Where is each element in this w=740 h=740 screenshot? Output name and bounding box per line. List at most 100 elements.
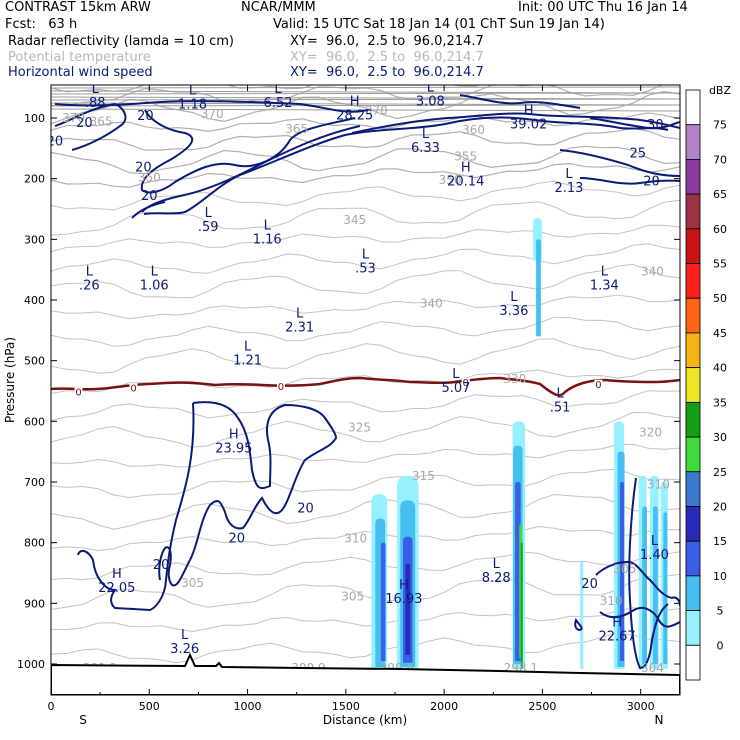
theta-label: 340 — [420, 296, 443, 310]
wind-jet-contour-20 — [459, 94, 581, 109]
x-tick-label: 1000 — [234, 700, 262, 713]
freezing-label-bg — [461, 377, 470, 387]
extremum-value: 39.02 — [510, 118, 547, 133]
freezing-level-label: 0 — [463, 378, 469, 389]
y-tick-label: 800 — [24, 537, 45, 550]
colorbar-tick-label: 55 — [713, 258, 727, 271]
theta-contour-line — [51, 316, 680, 347]
extremum-kind: L — [151, 264, 159, 279]
colorbar-tick-label: 45 — [713, 327, 727, 340]
end-label-north: N — [655, 713, 664, 727]
reflectivity-cell — [580, 560, 584, 669]
wind-speed-label: 25 — [629, 146, 646, 161]
end-label-south: S — [79, 713, 87, 727]
extremum-kind: L — [452, 367, 460, 382]
reflectivity-cell — [642, 506, 647, 664]
colorbar: 0 5 10 15 20 25 30 35 40 45 50 55 60 65 70 75 dBZ — [685, 84, 731, 681]
y-tick-label: 400 — [24, 294, 45, 307]
extremum-value: 1.40 — [640, 548, 669, 563]
colorbar-tick-label: 25 — [713, 466, 727, 479]
extremum-value: 20.14 — [447, 175, 484, 190]
theta-contour-line — [51, 390, 680, 421]
extremum-value: 3.36 — [499, 304, 528, 319]
extremum-value: 1.06 — [140, 278, 169, 293]
extremum-value: .51 — [550, 400, 571, 415]
wind-jet-contour-20 — [351, 112, 680, 134]
colorbar-tick-label: 40 — [713, 362, 727, 375]
colorbar-box — [685, 263, 701, 299]
model-title: CONTRAST 15km ARW — [5, 0, 151, 15]
field-xy-reflectivity: XY= 96.0, 2.5 to 96.0,214.7 — [290, 34, 484, 49]
theta-label: 310 — [647, 478, 670, 492]
wind-jet-contour-30 — [589, 117, 680, 130]
extremum-value: 1.34 — [590, 278, 619, 293]
colorbar-box — [685, 89, 701, 126]
theta-contour-line — [51, 224, 680, 253]
theta-contour-line — [51, 551, 680, 581]
field-name-reflectivity: Radar reflectivity (lamda = 10 cm) — [8, 34, 234, 49]
extremum-kind: H — [399, 578, 409, 593]
extremum-value: 3.26 — [170, 642, 199, 657]
colorbar-box — [685, 332, 701, 369]
x-tick-label: 2500 — [528, 700, 556, 713]
wind-low-contour-20 — [158, 401, 338, 587]
colorbar-box — [685, 159, 701, 195]
wind-speed-label: 20 — [153, 558, 170, 573]
wind-speed-contours — [54, 94, 680, 670]
reflectivity-cell — [405, 563, 411, 655]
extremum-kind: L — [565, 167, 573, 182]
extremum-value: 5.07 — [441, 381, 470, 396]
wind-speed-label: 20 — [141, 189, 158, 204]
theta-label: 370 — [62, 111, 85, 125]
contour-labels: 370 365 370 365 370 360 355 350 350 345 340 340 330 3… — [47, 85, 670, 675]
field-name-theta: Potential temperature — [8, 50, 151, 65]
axes: 0 500 1000 1500 2000 2500 30001002003004005006… — [17, 85, 680, 713]
extremum-value: 8.28 — [482, 571, 511, 586]
x-axis-label: Distance (km) — [323, 713, 407, 727]
freezing-level-label: 0 — [75, 388, 81, 399]
extremum-kind: H — [112, 567, 122, 582]
wind-speed-label: 20 — [297, 501, 314, 516]
wind-speed-label: 20 — [228, 532, 245, 547]
freezing-level-label: 0 — [595, 380, 601, 391]
theta-contour-line — [51, 96, 680, 100]
wind-low-contour-20 — [628, 477, 669, 670]
extremum-value: 1.16 — [253, 232, 282, 247]
colorbar-tick-label: 20 — [713, 500, 727, 513]
extremum-kind: H — [461, 161, 471, 176]
freezing-level-label: 0 — [130, 383, 136, 394]
y-tick-label: 600 — [24, 415, 45, 428]
extremum-kind: L — [493, 557, 501, 572]
valid-time: Valid: 15 UTC Sat 18 Jan 14 (01 ChT Sun … — [273, 17, 605, 32]
x-tick-label: 500 — [139, 700, 160, 713]
colorbar-tick-label: 35 — [713, 396, 727, 409]
theta-contour-line — [51, 443, 680, 468]
field-name-wind: Horizontal wind speed — [8, 65, 153, 80]
extremum-kind: H — [350, 95, 360, 110]
terrain — [51, 652, 680, 695]
wind-jet-contour-20 — [143, 116, 669, 215]
wind-speed-label: 20 — [135, 160, 152, 175]
extremum-kind: H — [229, 428, 239, 443]
wind-speed-label: 20 — [47, 134, 64, 149]
field-xy-theta: XY= 96.0, 2.5 to 96.0,214.7 — [290, 50, 484, 65]
wind-jet-contour-20 — [131, 201, 166, 219]
extremum-value: 1.18 — [178, 98, 207, 113]
extremum-kind: L — [362, 247, 370, 262]
colorbar-box — [685, 575, 701, 611]
extremum-value: .88 — [85, 96, 106, 111]
freezing-level-label: 0 — [278, 382, 284, 393]
colorbar-box — [685, 436, 701, 473]
theta-label: 310 — [600, 594, 623, 608]
theta-label: 340 — [641, 265, 664, 279]
colorbar-box — [685, 644, 701, 681]
theta-contour-line — [51, 90, 680, 125]
extremum-kind: L — [651, 534, 659, 549]
extremum-value: 2.13 — [554, 181, 583, 196]
colorbar-box — [685, 540, 701, 577]
init-time: Init: 00 UTC Thu 16 Jan 14 — [518, 0, 688, 15]
theta-contour-line — [51, 468, 680, 499]
extremum-value: 22.67 — [598, 630, 635, 645]
wind-speed-label: 20 — [581, 577, 598, 592]
